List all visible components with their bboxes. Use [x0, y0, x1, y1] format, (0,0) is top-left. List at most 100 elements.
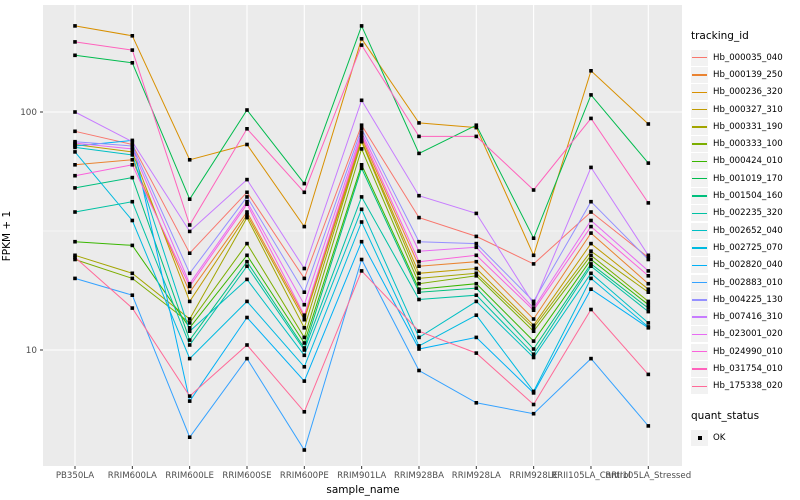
legend-line-color — [692, 229, 707, 232]
x-tick-label: RRII105LA_Stressed — [605, 471, 691, 481]
data-point — [302, 341, 307, 345]
data-point — [73, 40, 77, 44]
square-point-icon — [697, 435, 702, 440]
data-point — [302, 348, 307, 352]
plot-panel — [43, 5, 682, 466]
data-point — [417, 335, 421, 340]
data-point — [302, 181, 307, 186]
data-point — [531, 308, 536, 312]
legend-item-label: Hb_002235_320 — [713, 208, 783, 219]
legend-item-label: Hb_002652_040 — [713, 225, 783, 236]
legend-line-color — [692, 385, 707, 387]
legend-item: Hb_002652_040 — [691, 222, 799, 239]
data-point — [417, 344, 421, 348]
legend-line-swatch — [691, 66, 708, 83]
legend-item-label: Hb_000035_040 — [713, 52, 783, 63]
data-point — [474, 245, 479, 250]
data-point — [474, 401, 479, 405]
legend-item: Hb_000035_040 — [691, 49, 799, 66]
data-point — [417, 239, 421, 244]
data-point — [417, 347, 421, 351]
legend-item-label: Hb_000139_250 — [713, 69, 783, 80]
data-point — [130, 61, 135, 65]
data-point — [73, 173, 77, 178]
data-point — [589, 287, 593, 291]
data-point — [245, 213, 249, 217]
data-point — [359, 166, 364, 171]
y-axis-title: FPKM + 1 — [1, 210, 13, 262]
data-point — [474, 266, 479, 271]
data-point — [245, 343, 249, 347]
legend-line-color — [692, 281, 707, 284]
data-point — [417, 297, 421, 302]
legend-line-color — [692, 368, 707, 370]
data-point — [474, 125, 479, 130]
data-point — [531, 326, 536, 330]
data-point — [130, 276, 135, 281]
data-point — [474, 351, 479, 355]
legend-item: Hb_000327_310 — [691, 101, 799, 118]
data-point — [589, 253, 593, 258]
data-point — [302, 224, 307, 229]
data-point — [417, 193, 421, 198]
data-point — [187, 326, 192, 330]
legend-item: Hb_175338_020 — [691, 378, 799, 395]
legend-line-swatch — [691, 205, 708, 222]
data-point — [245, 108, 249, 112]
data-point — [531, 339, 536, 343]
data-point — [187, 329, 192, 333]
legend-item-label: Hb_000333_100 — [713, 139, 783, 150]
data-point — [417, 329, 421, 333]
data-point — [73, 255, 77, 260]
data-point — [130, 48, 135, 52]
data-point — [474, 134, 479, 139]
legend-line-color — [692, 143, 707, 145]
data-point — [646, 372, 651, 377]
data-point — [417, 290, 421, 294]
data-point — [474, 211, 479, 216]
x-tick-label: PB350LA — [56, 471, 94, 481]
legend-line-swatch — [691, 170, 708, 187]
data-point — [130, 199, 135, 204]
data-point — [130, 158, 135, 162]
data-point — [589, 210, 593, 214]
data-point — [302, 313, 307, 317]
data-point — [589, 116, 593, 121]
data-point — [130, 139, 135, 144]
legend-line-swatch — [691, 309, 708, 326]
legend-item: Hb_002820_040 — [691, 257, 799, 274]
data-point — [646, 257, 651, 262]
data-point — [245, 142, 249, 147]
legend-item: Hb_024990_010 — [691, 343, 799, 360]
data-point — [302, 266, 307, 271]
data-point — [531, 236, 536, 240]
quant-status-point-swatch — [691, 429, 708, 446]
data-point — [531, 253, 536, 258]
data-point — [359, 257, 364, 262]
data-point — [359, 269, 364, 273]
data-point — [73, 163, 77, 167]
data-point — [417, 368, 421, 373]
y-tick-label: 100 — [20, 108, 37, 118]
data-point — [531, 188, 536, 192]
legend-line-color — [692, 212, 707, 215]
data-point — [589, 241, 593, 246]
legend-item-label: Hb_031754_010 — [713, 363, 783, 374]
legend-item-label: Hb_001504_160 — [713, 191, 783, 202]
x-tick-label: RRII105LA_Control — [551, 471, 631, 481]
legend-title-tracking-id: tracking_id — [691, 30, 749, 42]
quant-status-item: OK — [691, 429, 799, 446]
data-point — [417, 121, 421, 125]
data-point — [130, 144, 135, 148]
data-point — [73, 210, 77, 214]
data-point — [302, 379, 307, 383]
legend-line-color — [692, 299, 707, 301]
data-point — [359, 135, 364, 140]
data-point — [187, 435, 192, 439]
legend-item: Hb_002725_070 — [691, 239, 799, 256]
data-point — [589, 69, 593, 73]
legend-item: Hb_023001_020 — [691, 326, 799, 343]
data-point — [245, 199, 249, 204]
data-point — [359, 220, 364, 224]
data-point — [130, 163, 135, 167]
